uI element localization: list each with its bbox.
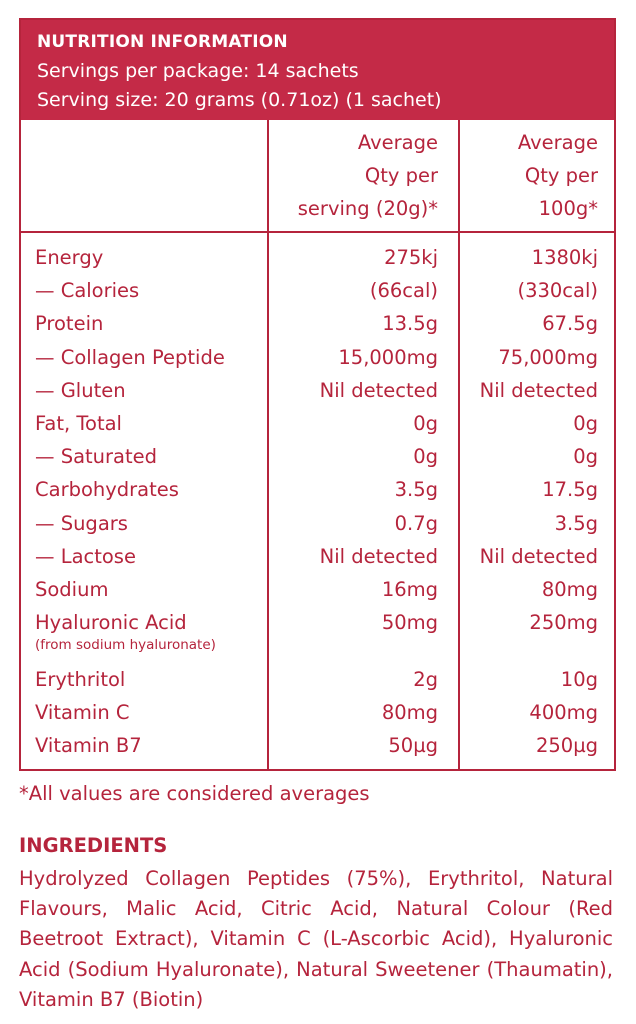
per-100g-value: 250mg (529, 611, 598, 635)
nutrition-row: Vitamin C 80mg 400mg (21, 696, 614, 729)
column-header-line: 100g* (538, 197, 598, 220)
nutrient-name: — Sugars (35, 511, 128, 535)
header-divider (21, 231, 614, 233)
column-divider (267, 120, 269, 769)
nutrition-title: NUTRITION INFORMATION (37, 32, 288, 52)
nutrition-row: — Collagen Peptide 15,000mg 75,000mg (21, 341, 614, 374)
per-100g-value: Nil detected (479, 378, 598, 402)
nutrition-row: — Sugars 0.7g 3.5g (21, 507, 614, 540)
nutrition-row: — Saturated 0g 0g (21, 440, 614, 473)
nutrition-row: Protein 13.5g 67.5g (21, 307, 614, 340)
per-serving-value: 16mg (381, 577, 438, 601)
column-header-per-100g: Average Qty per 100g* (448, 126, 598, 225)
nutrient-name: Vitamin B7 (35, 734, 142, 758)
nutrient-name: Energy (35, 246, 104, 269)
ingredients-text: Hydrolyzed Collagen Peptides (75%), Eryt… (19, 867, 613, 1011)
per-100g-value: 250µg (535, 734, 598, 758)
nutrition-row: Energy 275kj 1380kj (21, 241, 614, 274)
per-100g-value: 3.5g (554, 511, 598, 535)
per-serving-value: 0g (413, 445, 438, 469)
ingredients-title: INGREDIENTS (19, 834, 168, 857)
nutrient-subnote: (from sodium hyaluronate) (35, 637, 216, 654)
per-serving-value: Nil detected (319, 378, 438, 402)
nutrition-row: Fat, Total 0g 0g (21, 407, 614, 440)
nutrient-name: — Collagen Peptide (35, 345, 225, 369)
per-serving-value: 50µg (388, 734, 438, 758)
per-100g-value: 75,000mg (498, 345, 598, 369)
nutrition-row: Erythritol 2g 10g (21, 663, 614, 696)
per-100g-value: 67.5g (542, 312, 598, 336)
nutrient-name: — Gluten (35, 378, 126, 402)
nutrition-row: — Gluten Nil detected Nil detected (21, 374, 614, 407)
per-100g-value: 1380kj (531, 246, 598, 269)
nutrient-name: Vitamin C (35, 701, 130, 725)
nutrition-row: — Lactose Nil detected Nil detected (21, 540, 614, 573)
nutrient-name: Hyaluronic Acid (35, 611, 187, 635)
column-header-line: Average (357, 131, 438, 154)
servings-per-package: Servings per package: 14 sachets (37, 60, 359, 82)
nutrient-name: Protein (35, 312, 104, 336)
nutrition-row: Sodium 16mg 80mg (21, 573, 614, 606)
per-100g-value: 400mg (529, 701, 598, 725)
nutrition-row: Carbohydrates 3.5g 17.5g (21, 473, 614, 506)
averages-footnote: *All values are considered averages (19, 782, 370, 805)
per-serving-value: 275kj (384, 246, 438, 269)
per-serving-value: 15,000mg (338, 345, 438, 369)
per-100g-value: 80mg (541, 577, 598, 601)
nutrient-name: — Saturated (35, 445, 158, 469)
nutrient-name: Sodium (35, 577, 109, 601)
per-serving-value: 80mg (381, 701, 438, 725)
per-serving-value: 0g (413, 411, 438, 435)
per-serving-value: 2g (413, 668, 438, 692)
nutrition-row: Vitamin B7 50µg 250µg (21, 729, 614, 762)
column-header-line: serving (20g)* (297, 197, 438, 220)
per-serving-value: 50mg (381, 611, 438, 635)
nutrient-name: — Calories (35, 279, 140, 303)
nutrition-rows: Energy 275kj 1380kj — Calories (66cal) (330ca… (21, 241, 614, 763)
per-100g-value: 10g (560, 668, 598, 692)
column-header-per-serving: Average Qty per serving (20g)* (258, 126, 438, 225)
per-100g-value: (330cal) (517, 279, 598, 303)
per-serving-value: 13.5g (382, 312, 438, 336)
column-divider (458, 120, 460, 769)
nutrition-row: — Calories (66cal) (330cal) (21, 274, 614, 307)
per-100g-value: Nil detected (479, 544, 598, 568)
nutrition-panel: NUTRITION INFORMATION Servings per packa… (19, 18, 616, 771)
per-100g-value: 0g (573, 445, 598, 469)
column-header-line: Qty per (364, 164, 438, 187)
nutrient-name: Fat, Total (35, 411, 122, 435)
per-serving-value: 3.5g (394, 478, 438, 502)
nutrition-row: Hyaluronic Acid 50mg 250mg (from sodium hya… (21, 606, 614, 663)
nutrient-name: Erythritol (35, 668, 126, 692)
column-header-line: Qty per (524, 164, 598, 187)
per-serving-value: 0.7g (394, 511, 438, 535)
nutrient-name: — Lactose (35, 544, 136, 568)
nutrient-name: Carbohydrates (35, 478, 179, 502)
per-100g-value: 17.5g (542, 478, 598, 502)
column-header-line: Average (517, 131, 598, 154)
serving-size: Serving size: 20 grams (0.71oz) (1 sache… (37, 89, 442, 111)
per-serving-value: (66cal) (369, 279, 438, 303)
per-100g-value: 0g (573, 411, 598, 435)
nutrition-header: NUTRITION INFORMATION Servings per packa… (21, 20, 614, 120)
per-serving-value: Nil detected (319, 544, 438, 568)
